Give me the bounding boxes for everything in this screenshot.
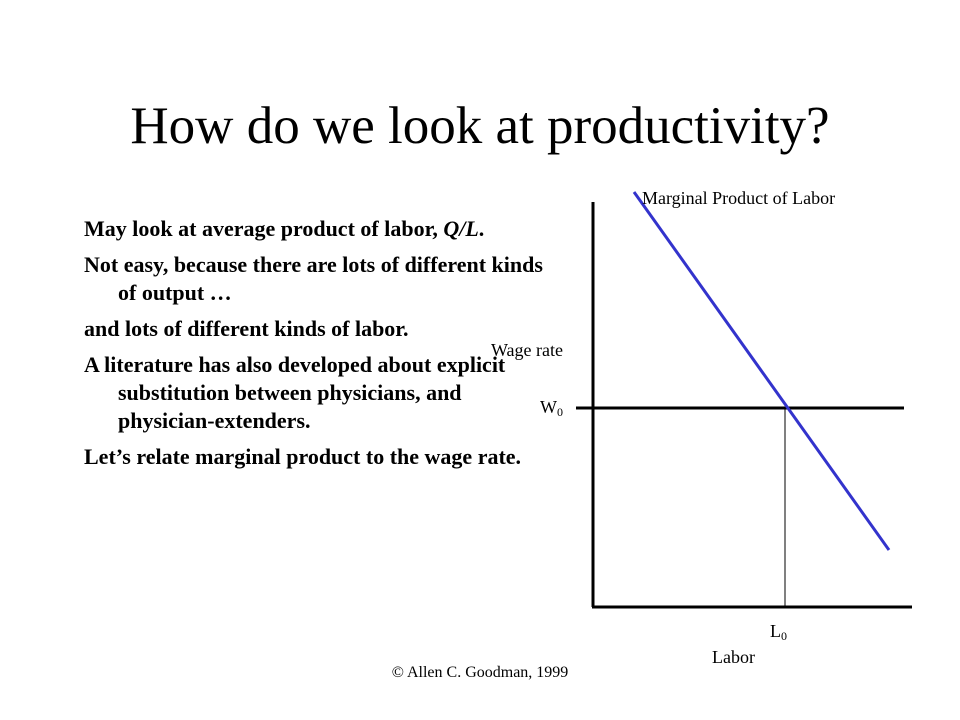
bullet-italic-formula: Q/L (443, 216, 479, 241)
bullet-kinds-of-labor: and lots of different kinds of labor. (84, 316, 409, 341)
bullet-text: May look at average product of labor, (84, 216, 444, 241)
wage-subscript: 0 (557, 405, 563, 419)
x-axis-label: Labor (712, 647, 755, 667)
bullet-list: May look at average product of labor, Q/… (84, 215, 554, 479)
copyright-footer: © Allen C. Goodman, 1999 (391, 664, 569, 681)
labor-value-label: L0 (770, 621, 787, 646)
wage-label: W0 (540, 397, 563, 422)
bullet-kinds-of-output: Not easy, because there are lots of diff… (84, 252, 543, 305)
bullet-literature: A literature has also developed about ex… (84, 352, 506, 433)
bullet-tail: . (478, 216, 485, 241)
bullet-marginal-product: Let’s relate marginal product to the wag… (84, 444, 522, 469)
labor-letter: L (770, 621, 781, 641)
wage-letter: W (540, 397, 557, 417)
slide-title: How do we look at productivity? (130, 97, 830, 155)
curve-label: Marginal Product of Labor (642, 188, 836, 208)
marginal-product-curve (632, 191, 891, 551)
bullet-average-product: May look at average product of labor, Q/… (84, 215, 554, 243)
labor-subscript: 0 (781, 629, 787, 643)
y-axis-label: Wage rate (491, 340, 563, 360)
